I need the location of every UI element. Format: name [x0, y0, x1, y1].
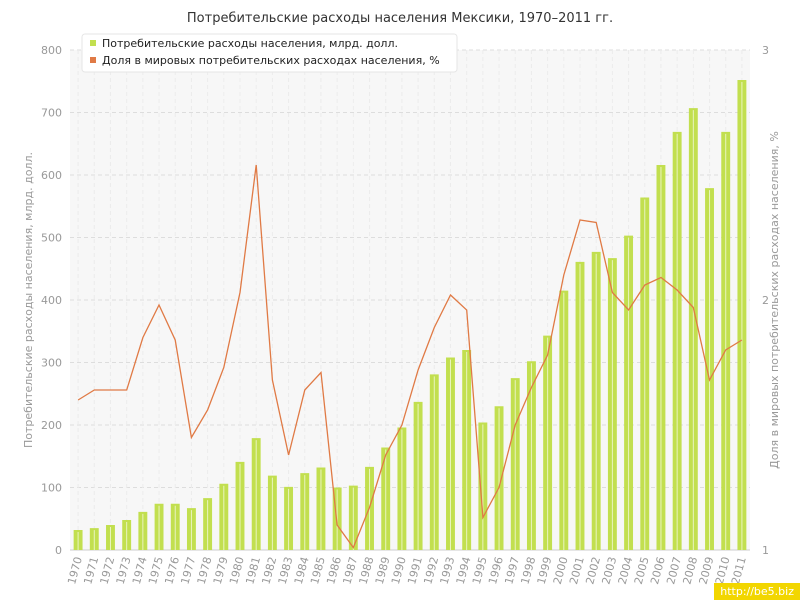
- right-tick-label: 1: [762, 544, 769, 557]
- right-axis-title: Доля в мировых потребительских расходах …: [768, 131, 781, 469]
- left-tick-label: 400: [41, 294, 62, 307]
- line-series: [77, 164, 743, 549]
- chart-title: Потребительские расходы населения Мексик…: [187, 11, 613, 26]
- legend-item-bar: Потребительские расходы населения, млрд.…: [102, 37, 398, 50]
- right-axis-ticks: 1 2 3: [762, 44, 769, 557]
- right-tick-label: 3: [762, 44, 769, 57]
- watermark: http://be5.biz: [714, 583, 800, 600]
- legend: Потребительские расходы населения, млрд.…: [81, 33, 458, 73]
- left-tick-label: 500: [41, 232, 62, 245]
- left-axis-title: Потребительские расходы населения, млрд.…: [22, 152, 35, 448]
- left-tick-label: 0: [55, 544, 62, 557]
- legend-marker-line: [90, 57, 96, 63]
- share-line: [77, 164, 743, 549]
- left-axis-ticks: 0 100 200 300 400 500 600 700 800: [41, 44, 62, 557]
- left-tick-label: 800: [41, 44, 62, 57]
- x-axis-ticks: 1970197119721973197419751976197719781979…: [65, 555, 749, 585]
- left-tick-label: 100: [41, 482, 62, 495]
- legend-marker-bar: [90, 40, 96, 46]
- left-tick-label: 700: [41, 107, 62, 120]
- left-tick-label: 300: [41, 357, 62, 370]
- right-tick-label: 2: [762, 294, 769, 307]
- left-tick-label: 600: [41, 169, 62, 182]
- legend-item-line: Доля в мировых потребительских расходах …: [102, 54, 440, 67]
- legend-box: [81, 33, 458, 73]
- left-tick-label: 200: [41, 419, 62, 432]
- bar-series: [73, 80, 747, 550]
